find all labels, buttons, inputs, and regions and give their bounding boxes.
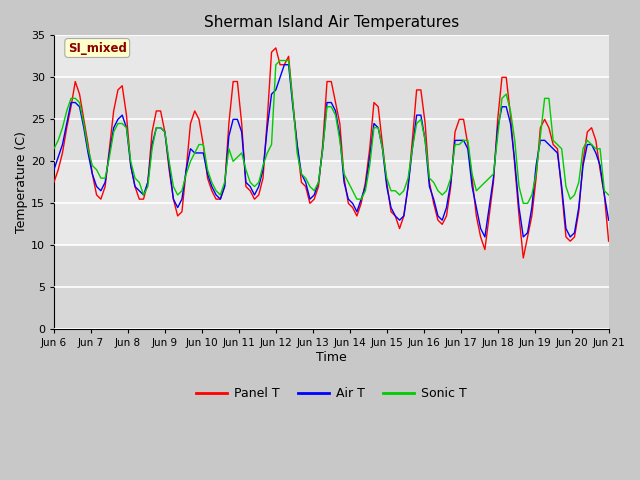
X-axis label: Time: Time bbox=[316, 351, 347, 364]
Legend: Panel T, Air T, Sonic T: Panel T, Air T, Sonic T bbox=[191, 383, 472, 406]
Bar bbox=[54, 77, 609, 161]
Title: Sherman Island Air Temperatures: Sherman Island Air Temperatures bbox=[204, 15, 459, 30]
Y-axis label: Temperature (C): Temperature (C) bbox=[15, 132, 28, 233]
Text: SI_mixed: SI_mixed bbox=[68, 41, 127, 55]
Bar bbox=[54, 245, 609, 329]
